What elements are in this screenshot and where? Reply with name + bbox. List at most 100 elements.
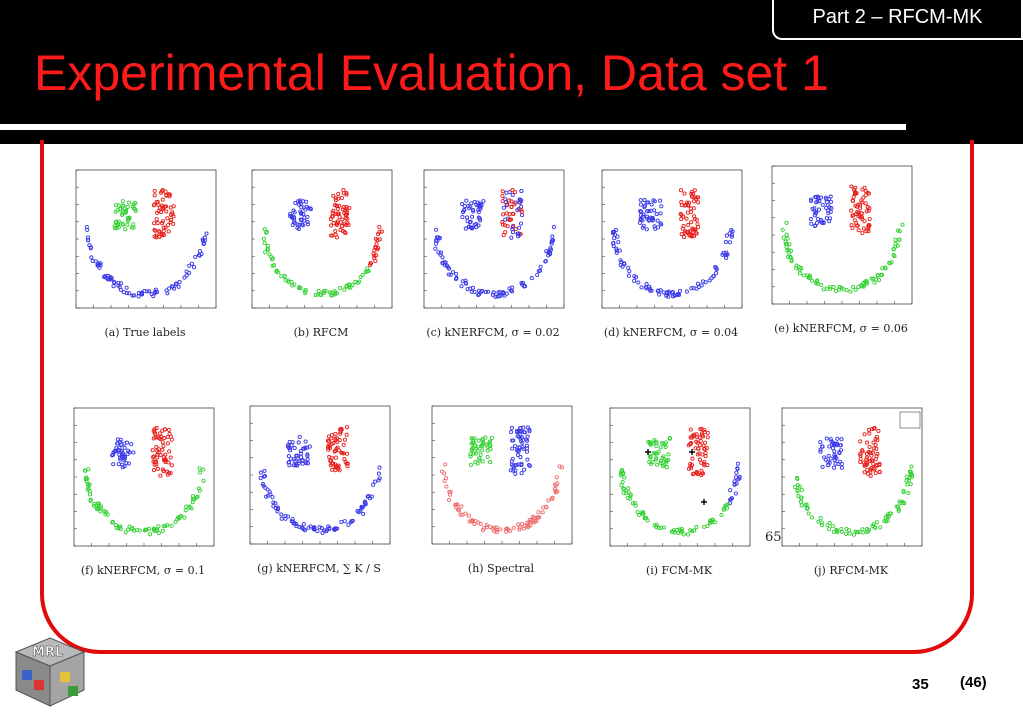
arc-point xyxy=(891,252,896,258)
arc-point xyxy=(201,467,206,472)
arc-point xyxy=(873,525,878,530)
arc-point xyxy=(96,262,102,267)
cluster-point xyxy=(120,199,125,204)
arc-point xyxy=(313,292,318,298)
cluster-point xyxy=(641,214,646,219)
arc-point xyxy=(657,292,662,297)
cluster-point xyxy=(464,198,469,203)
arc-point xyxy=(142,289,147,294)
cluster-point xyxy=(863,201,868,206)
cluster-point xyxy=(298,217,303,222)
arc-point xyxy=(702,524,707,529)
arc-point xyxy=(654,522,659,527)
cluster-point xyxy=(347,206,352,211)
cluster-point xyxy=(817,199,822,204)
cluster-point xyxy=(126,217,131,222)
arc-point xyxy=(647,284,652,289)
cluster-point xyxy=(333,455,338,460)
cluster-point xyxy=(328,233,334,238)
arc-point xyxy=(183,508,188,513)
arc-point xyxy=(361,511,366,516)
arc-point xyxy=(818,515,823,521)
arc-point xyxy=(785,248,790,253)
arc-point xyxy=(112,279,117,284)
arc-point xyxy=(907,469,913,474)
cluster-point xyxy=(328,458,333,464)
arc-point xyxy=(620,479,625,485)
arc-point xyxy=(190,497,196,502)
arc-point xyxy=(368,261,374,266)
center-marker xyxy=(701,499,707,505)
arc-point xyxy=(264,494,269,499)
cluster-point xyxy=(822,455,827,460)
cluster-point xyxy=(335,439,340,444)
arc-point xyxy=(311,526,316,531)
cluster-point xyxy=(509,235,514,240)
arc-point xyxy=(628,494,633,499)
cluster-point xyxy=(686,200,692,205)
arc-point xyxy=(833,288,839,293)
arc-point xyxy=(888,511,893,516)
arc-point xyxy=(164,288,169,293)
cluster-point xyxy=(700,471,706,476)
cluster-point xyxy=(869,453,874,458)
cluster-point xyxy=(865,205,870,210)
arc-point xyxy=(130,525,135,530)
cluster-point xyxy=(515,231,520,236)
arc-point xyxy=(353,279,358,285)
arc-point xyxy=(734,470,739,475)
arc-point xyxy=(459,504,464,509)
cluster-point xyxy=(522,430,527,435)
cluster-point xyxy=(344,432,349,437)
arc-point xyxy=(504,291,509,296)
cluster-point xyxy=(150,448,155,453)
arc-point xyxy=(785,236,790,241)
cluster-point xyxy=(508,217,513,222)
arc-point xyxy=(538,264,543,269)
arc-point xyxy=(172,286,177,291)
cluster-point xyxy=(832,449,837,454)
arc-point xyxy=(89,255,94,260)
cluster-point xyxy=(514,430,520,435)
cluster-point xyxy=(864,460,869,466)
arc-point xyxy=(828,284,833,289)
cluster-point xyxy=(115,208,120,213)
cluster-point xyxy=(305,220,310,225)
arc-point xyxy=(273,506,278,511)
arc-point xyxy=(644,286,649,291)
cluster-point xyxy=(838,443,843,448)
arc-point xyxy=(151,294,156,299)
arc-point xyxy=(909,464,914,469)
arc-point xyxy=(625,495,630,501)
arc-point xyxy=(714,267,719,272)
cluster-point xyxy=(345,216,350,221)
arc-point xyxy=(816,519,821,524)
arc-point xyxy=(116,525,121,531)
cluster-point xyxy=(160,233,165,238)
cluster-point xyxy=(325,438,331,443)
arc-point xyxy=(127,291,132,296)
arc-point xyxy=(797,267,803,272)
cluster-point xyxy=(157,229,162,234)
cluster-point xyxy=(828,437,833,442)
cluster-point xyxy=(814,220,819,226)
arc-point xyxy=(874,520,879,525)
cluster-point xyxy=(159,434,164,440)
arc-point xyxy=(696,285,701,290)
arc-point xyxy=(376,471,381,476)
arc-point xyxy=(466,513,471,518)
arc-point xyxy=(367,496,373,501)
arc-point xyxy=(315,292,320,297)
arc-point xyxy=(332,289,337,294)
cluster-point xyxy=(297,434,302,439)
cluster-point xyxy=(291,208,296,213)
arc-point xyxy=(714,271,719,276)
arc-point xyxy=(454,505,459,510)
arc-point xyxy=(275,505,280,510)
arc-point xyxy=(622,475,627,480)
arc-point xyxy=(86,486,91,491)
cluster-point xyxy=(867,444,872,450)
cluster-point xyxy=(659,204,664,209)
cluster-point xyxy=(342,221,347,226)
arc-point xyxy=(614,248,619,253)
